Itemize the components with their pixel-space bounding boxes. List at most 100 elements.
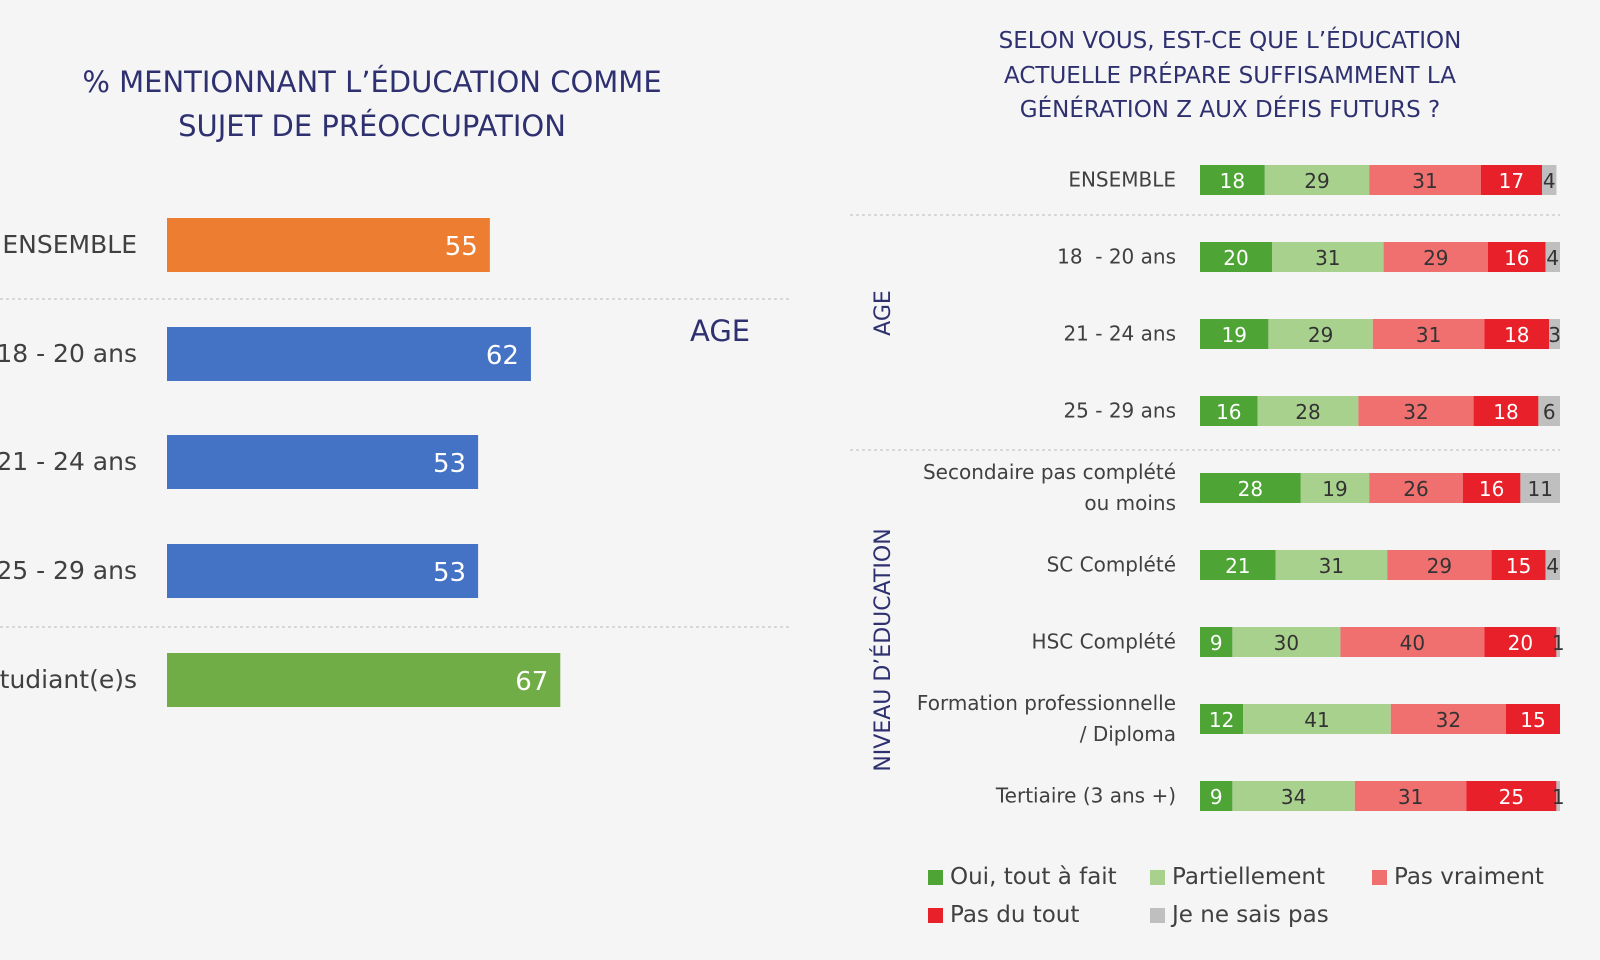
- bar-segment: [1538, 396, 1560, 426]
- value-label: 34: [1281, 785, 1306, 809]
- bar: [167, 327, 531, 381]
- value-label: 16: [1216, 400, 1241, 424]
- value-label: 32: [1403, 400, 1428, 424]
- value-label: 53: [433, 449, 466, 479]
- bar-segment: [1545, 242, 1560, 272]
- value-label: 1: [1552, 631, 1565, 655]
- value-label: 32: [1436, 708, 1461, 732]
- value-label: 28: [1238, 477, 1263, 501]
- category-label: ENSEMBLE: [2, 230, 137, 259]
- legend-label: Partiellement: [1172, 864, 1326, 890]
- value-label: 29: [1304, 169, 1329, 193]
- value-label: 15: [1506, 554, 1531, 578]
- bar-segment: [1520, 473, 1560, 503]
- value-label: 9: [1210, 631, 1223, 655]
- bar-segment: [1200, 165, 1265, 195]
- value-label: 19: [1322, 477, 1347, 501]
- bar-segment: [1200, 473, 1301, 503]
- bar-segment: [1369, 165, 1481, 195]
- legend-label: Pas du tout: [950, 902, 1080, 928]
- bar-segment: [1358, 396, 1474, 426]
- bar-segment: [1542, 165, 1557, 195]
- category-label: 21 - 24 ans: [0, 447, 137, 476]
- value-label: 16: [1504, 246, 1529, 270]
- bar-segment: [1484, 319, 1550, 349]
- bar-segment: [1340, 627, 1485, 657]
- bar-segment: [1200, 627, 1233, 657]
- value-label: 18: [1504, 323, 1529, 347]
- bar-segment: [1390, 704, 1506, 734]
- bar-segment: [1484, 627, 1557, 657]
- bar: [167, 653, 561, 707]
- category-label: Tertiaire (3 ans +): [995, 783, 1176, 808]
- value-label: 19: [1221, 323, 1246, 347]
- bar-segment: [1480, 165, 1542, 195]
- value-label: 12: [1209, 708, 1234, 732]
- legend-swatch: [1372, 870, 1387, 885]
- bar-segment: [1549, 319, 1560, 349]
- bar-segment: [1200, 550, 1276, 580]
- bar-segment: [1200, 781, 1233, 811]
- value-label: 31: [1319, 554, 1344, 578]
- value-label: 30: [1274, 631, 1299, 655]
- legend-label: Pas vraiment: [1394, 864, 1544, 890]
- value-label: 29: [1427, 554, 1452, 578]
- bar-segment: [1473, 396, 1539, 426]
- bar: [167, 544, 479, 598]
- value-label: 17: [1499, 169, 1524, 193]
- value-label: 3: [1548, 323, 1561, 347]
- bar-segment: [1506, 704, 1560, 734]
- value-label: 31: [1412, 169, 1437, 193]
- value-label: 25: [1499, 785, 1524, 809]
- bar-segment: [1264, 165, 1370, 195]
- bar-segment: [1300, 473, 1370, 503]
- value-label: 41: [1304, 708, 1329, 732]
- bar-segment: [1491, 550, 1546, 580]
- category-label: HSC Complété: [1031, 629, 1176, 654]
- value-label: 4: [1543, 169, 1556, 193]
- group-label: NIVEAU D’ÉDUCATION: [870, 528, 896, 771]
- legend-swatch: [1150, 908, 1165, 923]
- bar-segment: [1556, 781, 1560, 811]
- category-label: SC Complété: [1046, 552, 1176, 577]
- legend-swatch: [1150, 870, 1165, 885]
- group-label: AGE: [690, 314, 751, 348]
- category-label: Étudiant(e)s: [0, 665, 137, 694]
- bar-segment: [1462, 473, 1521, 503]
- bar-segment: [1200, 319, 1269, 349]
- bar-segment: [1354, 781, 1467, 811]
- value-label: 4: [1546, 246, 1559, 270]
- value-label: 20: [1508, 631, 1533, 655]
- bar-segment: [1243, 704, 1391, 734]
- category-label: 18 - 20 ans: [0, 339, 137, 368]
- legend-swatch: [928, 908, 943, 923]
- value-label: 62: [486, 341, 519, 371]
- bar-segment: [1268, 319, 1373, 349]
- value-label: 15: [1520, 708, 1545, 732]
- bar-segment: [1272, 242, 1384, 272]
- value-label: 1: [1552, 785, 1565, 809]
- chart-title: SELON VOUS, EST-CE QUE L’ÉDUCATION ACTUE…: [998, 28, 1462, 123]
- bar: [167, 435, 479, 489]
- value-label: 31: [1315, 246, 1340, 270]
- value-label: 18: [1493, 400, 1518, 424]
- bar-segment: [1200, 242, 1272, 272]
- bar: [167, 218, 490, 272]
- bar-segment: [1383, 242, 1488, 272]
- bar-segment: [1200, 396, 1258, 426]
- value-label: 11: [1527, 477, 1552, 501]
- category-label: 25 - 29 ans: [0, 556, 137, 585]
- legend-label: Je ne sais pas: [1172, 902, 1329, 928]
- value-label: 67: [515, 667, 548, 697]
- value-label: 26: [1403, 477, 1428, 501]
- bar-segment: [1232, 627, 1341, 657]
- bar-segment: [1369, 473, 1463, 503]
- bar-segment: [1466, 781, 1557, 811]
- value-label: 21: [1225, 554, 1250, 578]
- value-label: 20: [1223, 246, 1248, 270]
- category-label: ENSEMBLE: [1068, 167, 1176, 192]
- bar-segment: [1387, 550, 1492, 580]
- value-label: 31: [1416, 323, 1441, 347]
- bar-segment: [1257, 396, 1359, 426]
